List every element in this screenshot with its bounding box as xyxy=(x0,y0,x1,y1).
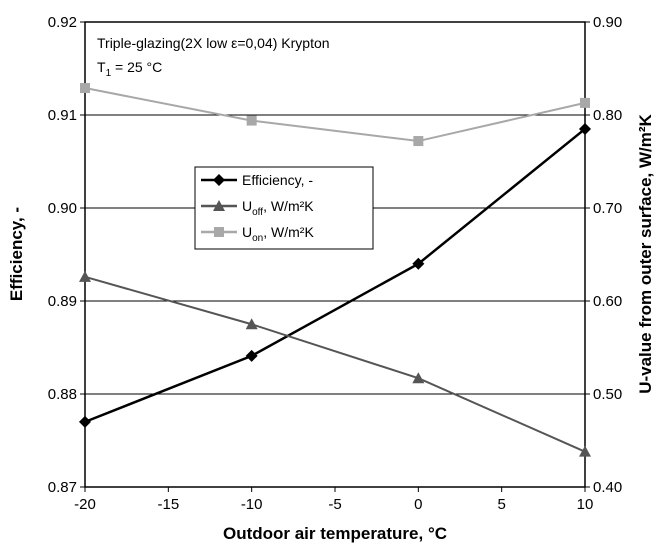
legend-label-u-on: Uon, W/m²K xyxy=(242,224,314,244)
data-point xyxy=(246,115,257,126)
legend-label-u-off: Uoff, W/m²K xyxy=(242,198,314,218)
legend: Efficiency, - Uoff, W/m²K Uon, W/m²K xyxy=(194,166,374,250)
series-line xyxy=(84,127,586,424)
x-tick-label: -5 xyxy=(328,496,341,513)
y2-tick-label: 0.70 xyxy=(593,200,622,217)
x-tick-label: 5 xyxy=(497,496,505,513)
y-tick-label: 0.90 xyxy=(48,200,77,217)
data-point xyxy=(79,270,91,282)
y-tick-label: 0.88 xyxy=(48,386,77,403)
series-layer xyxy=(79,83,591,457)
y2-tick-label: 0.80 xyxy=(593,107,622,124)
data-point xyxy=(80,83,90,94)
series-u-on xyxy=(80,83,590,147)
legend-item-u-off: Uoff, W/m²K xyxy=(201,198,314,218)
data-point xyxy=(245,349,258,362)
data-point xyxy=(412,372,425,384)
annotation-temperature: T1 = 25 °C xyxy=(97,59,162,79)
data-point xyxy=(579,445,591,457)
legend-item-u-on: Uon, W/m²K xyxy=(201,224,314,244)
series-line xyxy=(84,275,586,453)
data-point xyxy=(412,257,425,270)
data-point xyxy=(579,122,591,135)
x-tick-label: 10 xyxy=(577,496,594,513)
y-tick-label: 0.87 xyxy=(48,479,77,496)
data-point xyxy=(245,318,258,330)
x-axis: -20 -15 -10 -5 0 5 10 xyxy=(74,487,593,513)
y-axis-title: Efficiency, - xyxy=(7,207,26,301)
data-point xyxy=(413,136,424,147)
plot-frame xyxy=(84,21,586,488)
data-point xyxy=(79,415,91,428)
y-axis-left: 0.87 0.88 0.89 0.90 0.91 0.92 xyxy=(48,14,85,496)
annotation-glazing: Triple-glazing(2X low ε=0,04) Krypton xyxy=(97,35,330,51)
y2-tick-label: 0.40 xyxy=(593,479,622,496)
series-efficiency xyxy=(79,122,591,428)
y2-tick-label: 0.60 xyxy=(593,293,622,310)
y-axis-right: 0.40 0.50 0.60 0.70 0.80 0.90 xyxy=(585,14,622,496)
series-u-off xyxy=(79,270,591,457)
x-tick-label: 0 xyxy=(414,496,422,513)
legend-label-efficiency: Efficiency, - xyxy=(242,172,313,188)
legend-box xyxy=(194,166,374,250)
y-tick-label: 0.92 xyxy=(48,14,77,31)
legend-item-efficiency: Efficiency, - xyxy=(201,172,313,188)
x-tick-label: -10 xyxy=(241,496,263,513)
series-line xyxy=(84,87,586,143)
y2-tick-label: 0.50 xyxy=(593,386,622,403)
legend-marker-triangle xyxy=(213,200,225,211)
y2-tick-label: 0.90 xyxy=(593,14,622,31)
x-axis-title: Outdoor air temperature, °C xyxy=(223,524,447,543)
legend-marker-diamond xyxy=(213,174,225,186)
x-tick-label: -15 xyxy=(157,496,179,513)
y-tick-label: 0.91 xyxy=(48,107,77,124)
y-tick-label: 0.89 xyxy=(48,293,77,310)
x-tick-label: -20 xyxy=(74,496,96,513)
data-point xyxy=(580,97,590,108)
y2-axis-title: U-value from outer surface, W/m²K xyxy=(636,113,655,393)
legend-marker-square xyxy=(214,227,224,237)
